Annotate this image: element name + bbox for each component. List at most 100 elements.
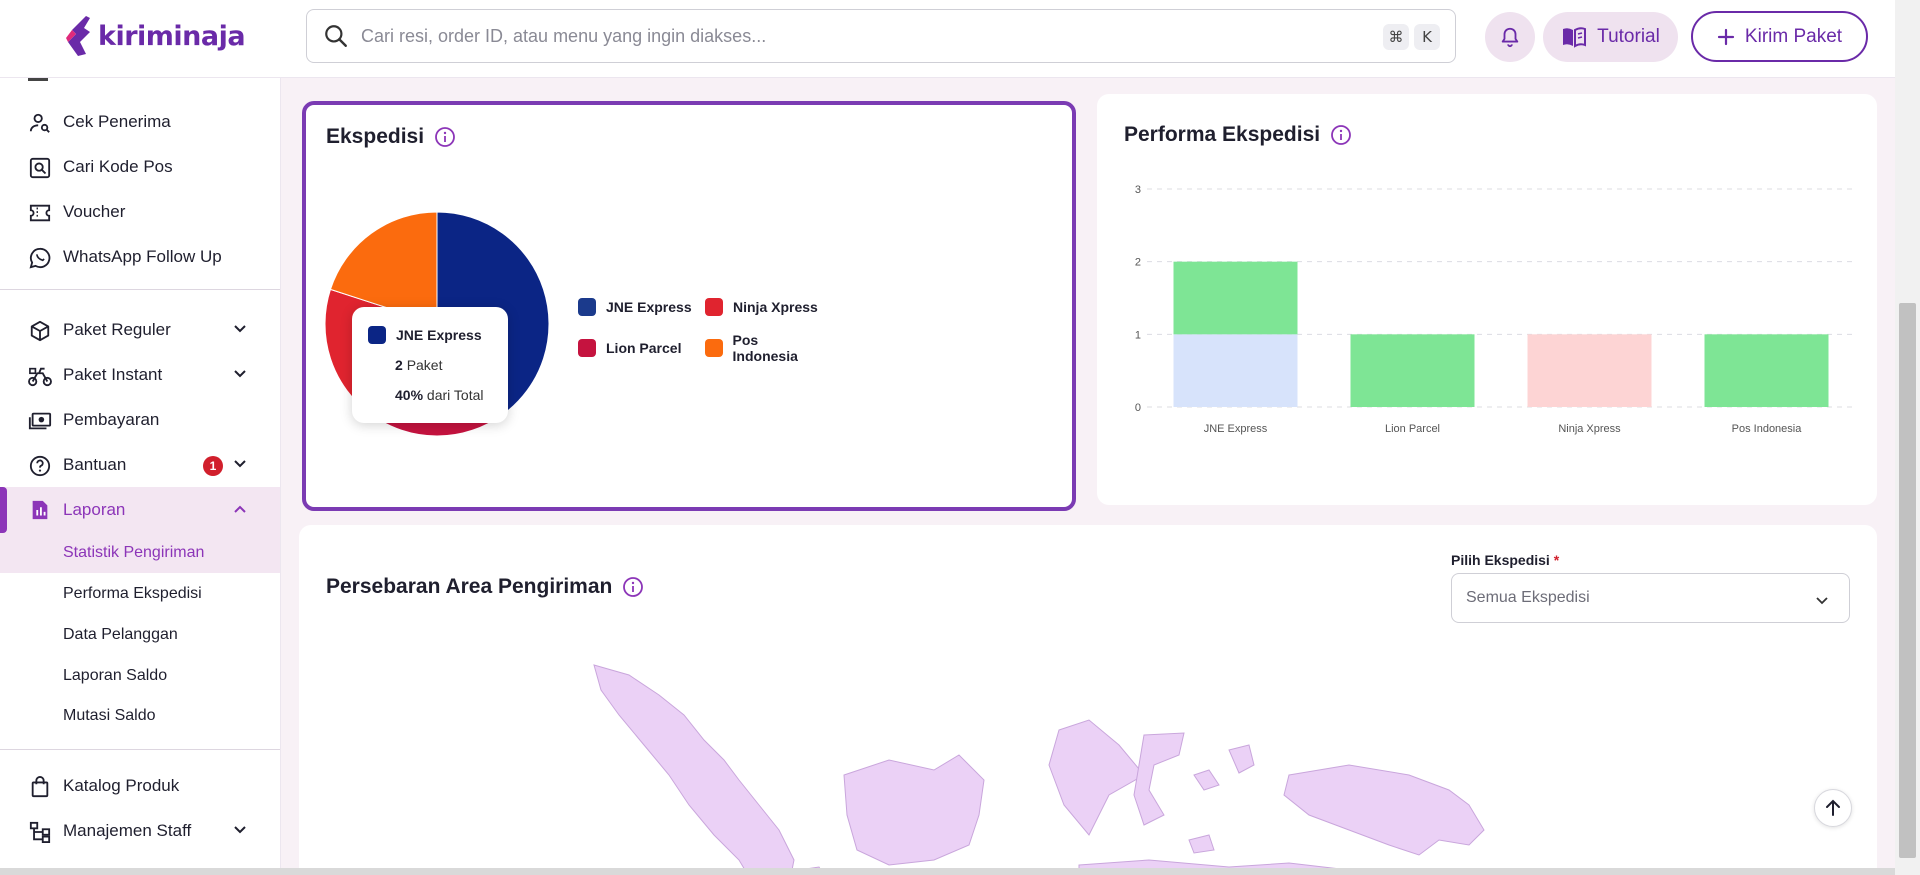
select-label-text: Pilih Ekspedisi bbox=[1451, 552, 1550, 568]
info-icon[interactable] bbox=[622, 576, 644, 598]
sidebar-item-label: Manajemen Staff bbox=[63, 821, 192, 840]
bike-icon bbox=[28, 364, 52, 388]
user-search-icon bbox=[28, 111, 52, 135]
bar-segment[interactable] bbox=[1704, 334, 1829, 407]
tooltip-percent-suffix: dari Total bbox=[426, 387, 484, 403]
x-tick-label: Ninja Xpress bbox=[1558, 423, 1621, 435]
box-icon bbox=[28, 319, 52, 343]
ekspedisi-card[interactable]: Ekspedisi bbox=[302, 101, 1076, 511]
arrow-up-icon bbox=[1826, 799, 1840, 816]
y-tick-label: 1 bbox=[1135, 329, 1141, 341]
chevron-down-icon bbox=[1816, 597, 1828, 605]
sidebar-item-bantuan[interactable]: Bantuan 1 bbox=[0, 445, 280, 485]
sidebar-subitem-mutasi-saldo[interactable]: Mutasi Saldo bbox=[63, 707, 156, 724]
sidebar-item-manajemen-staff[interactable]: Manajemen Staff bbox=[0, 811, 280, 851]
chevron-down-icon bbox=[234, 826, 246, 834]
legend-item: Lion Parcel bbox=[578, 332, 705, 364]
tooltip-count: 2 Paket bbox=[395, 357, 443, 373]
legend-swatch bbox=[578, 298, 596, 316]
sidebar-subitem-data-pelanggan[interactable]: Data Pelanggan bbox=[63, 626, 178, 643]
search-bar[interactable]: ⌘ K bbox=[306, 9, 1456, 63]
x-tick-label: Lion Parcel bbox=[1385, 423, 1440, 435]
sidebar-item-voucher[interactable]: Voucher bbox=[0, 192, 280, 232]
indonesia-map[interactable] bbox=[589, 655, 1589, 875]
bar-segment[interactable] bbox=[1350, 334, 1475, 407]
x-tick-label: JNE Express bbox=[1204, 423, 1268, 435]
tutorial-label: Tutorial bbox=[1597, 26, 1660, 47]
chevron-down-icon bbox=[234, 460, 246, 468]
y-tick-label: 2 bbox=[1135, 257, 1141, 269]
shortcut-key-cmd: ⌘ bbox=[1383, 24, 1409, 50]
tooltip-count-value: 2 bbox=[395, 357, 403, 373]
active-indicator bbox=[0, 487, 7, 533]
legend-swatch bbox=[705, 339, 723, 357]
sidebar-item-label: Laporan bbox=[63, 500, 126, 519]
performa-title: Performa Ekspedisi bbox=[1124, 123, 1352, 147]
org-chart-icon bbox=[28, 820, 52, 844]
top-bar: kiriminaja ⌘ K Tutorial Kirim Paket bbox=[0, 0, 1895, 78]
logo[interactable]: kiriminaja bbox=[64, 14, 246, 58]
legend-label: JNE Express bbox=[606, 299, 692, 315]
performa-bar-chart: 0 1 2 3 JNE Express Lion Parcel Ninja Xpress Po… bbox=[1135, 184, 1855, 435]
horizontal-scrollbar[interactable] bbox=[0, 868, 1895, 875]
tooltip-percent: 40% dari Total bbox=[395, 387, 483, 403]
sidebar-item-label: WhatsApp Follow Up bbox=[63, 247, 222, 266]
sidebar-item-paket-reguler[interactable]: Paket Reguler bbox=[0, 310, 280, 350]
kirim-paket-label: Kirim Paket bbox=[1744, 25, 1843, 47]
sidebar-divider bbox=[0, 749, 280, 750]
sidebar-item-label: Bantuan bbox=[63, 455, 127, 474]
notification-button[interactable] bbox=[1485, 12, 1535, 62]
bell-icon bbox=[1501, 27, 1519, 48]
kirim-paket-button[interactable]: Kirim Paket bbox=[1691, 11, 1868, 62]
plus-icon bbox=[1717, 28, 1735, 45]
scrollbar-thumb[interactable] bbox=[1899, 303, 1916, 858]
search-input[interactable] bbox=[361, 25, 1261, 47]
cash-icon bbox=[28, 409, 52, 433]
pie-tooltip: JNE Express 2 Paket 40% dari Total bbox=[352, 307, 508, 423]
select-value: Semua Ekspedisi bbox=[1466, 589, 1590, 606]
notification-badge: 1 bbox=[203, 456, 223, 476]
sidebar-item-pembayaran[interactable]: Pembayaran bbox=[0, 400, 280, 440]
search-box-icon bbox=[28, 156, 52, 180]
sidebar-item-label: Paket Reguler bbox=[63, 320, 171, 339]
pie-slice-pos-indonesia[interactable] bbox=[329, 211, 438, 325]
bar-segment[interactable] bbox=[1173, 261, 1298, 335]
shortcut-key-k: K bbox=[1414, 24, 1440, 50]
logo-mark-icon bbox=[66, 16, 90, 56]
required-marker: * bbox=[1553, 552, 1560, 568]
whatsapp-icon bbox=[28, 246, 52, 270]
sidebar-item-paket-instant[interactable]: Paket Instant bbox=[0, 355, 280, 395]
sidebar-item-katalog-produk[interactable]: Katalog Produk bbox=[0, 766, 280, 806]
logo-text: kiriminaja bbox=[98, 20, 246, 52]
ekspedisi-title: Ekspedisi bbox=[326, 125, 456, 149]
scroll-to-top-button[interactable] bbox=[1814, 789, 1852, 827]
sidebar-divider bbox=[0, 289, 280, 290]
sidebar-item-whatsapp-follow-up[interactable]: WhatsApp Follow Up bbox=[0, 237, 280, 277]
y-tick-label: 0 bbox=[1135, 402, 1141, 414]
sidebar-subitem-laporan-saldo[interactable]: Laporan Saldo bbox=[63, 667, 168, 684]
pilih-ekspedisi-label: Pilih Ekspedisi * bbox=[1451, 552, 1559, 568]
bar-segment[interactable] bbox=[1173, 334, 1298, 407]
cut-off-item-icon bbox=[28, 78, 48, 81]
sidebar-item-label: Cari Kode Pos bbox=[63, 157, 173, 176]
sidebar: Cek Penerima Cari Kode Pos Voucher Whats… bbox=[0, 78, 281, 875]
sidebar-item-cari-kode-pos[interactable]: Cari Kode Pos bbox=[0, 147, 280, 187]
tutorial-button[interactable]: Tutorial bbox=[1543, 12, 1678, 62]
y-tick-label: 3 bbox=[1135, 184, 1141, 196]
pilih-ekspedisi-select[interactable]: Semua Ekspedisi bbox=[1451, 573, 1850, 623]
persebaran-title: Persebaran Area Pengiriman bbox=[326, 575, 644, 599]
search-icon bbox=[325, 25, 347, 47]
tooltip-count-unit: Paket bbox=[406, 357, 443, 373]
info-icon[interactable] bbox=[1330, 124, 1352, 146]
sidebar-item-label: Voucher bbox=[63, 202, 126, 221]
info-icon[interactable] bbox=[434, 126, 456, 148]
ticket-icon bbox=[28, 201, 52, 225]
legend-label: Lion Parcel bbox=[606, 340, 682, 356]
sidebar-item-label: Pembayaran bbox=[63, 410, 160, 429]
sidebar-subitem-performa-ekspedisi[interactable]: Performa Ekspedisi bbox=[63, 585, 202, 602]
sidebar-item-cek-penerima[interactable]: Cek Penerima bbox=[0, 102, 280, 142]
sidebar-item-laporan[interactable]: Laporan bbox=[0, 487, 280, 533]
sidebar-subitem-statistik-pengiriman[interactable]: Statistik Pengiriman bbox=[0, 533, 280, 573]
help-icon bbox=[28, 454, 52, 478]
bar-segment[interactable] bbox=[1527, 334, 1652, 407]
